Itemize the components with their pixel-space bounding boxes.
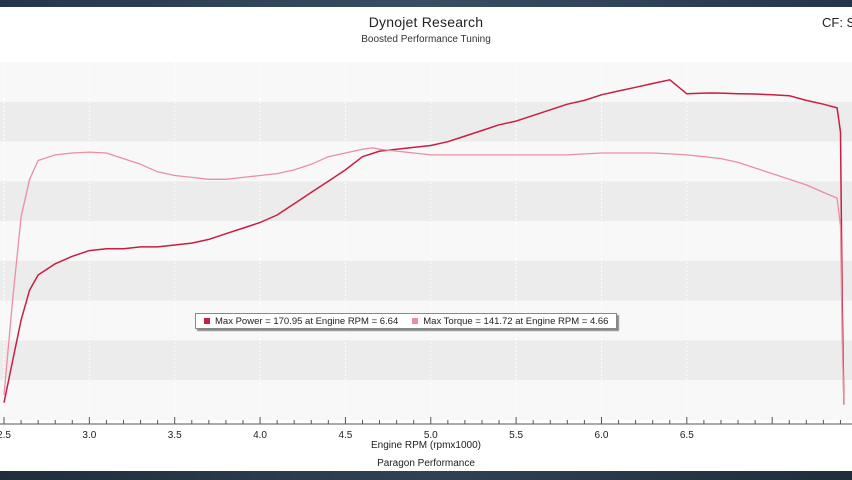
x-axis-label: Engine RPM (rpmx1000) <box>370 440 482 451</box>
x-tick-label: 3.0 <box>82 430 96 441</box>
torque-curve <box>3 147 845 405</box>
legend-swatch-power <box>204 318 210 324</box>
footer-text: Paragon Performance <box>377 458 475 469</box>
x-tick-label: 5.0 <box>424 430 438 441</box>
x-tick-label: 5.5 <box>509 430 523 441</box>
chart-subtitle: Boosted Performance Tuning <box>361 34 491 45</box>
x-tick-label: 4.5 <box>338 430 352 441</box>
plot-band <box>0 221 852 261</box>
legend-entry-torque: Max Torque = 141.72 at Engine RPM = 4.66 <box>412 316 608 327</box>
chart-legend[interactable]: Max Power = 170.95 at Engine RPM = 6.64 … <box>195 313 618 329</box>
plot-band <box>0 62 852 102</box>
x-tick-label: 3.5 <box>168 430 182 441</box>
bottom-edge-strip <box>0 471 852 480</box>
plot-background-bands <box>0 62 852 420</box>
plot-band <box>0 181 852 222</box>
x-axis: 2.5 3.0 3.5 4.0 4.5 5.0 5.5 6.0 6.5 <box>0 417 852 441</box>
plot-band <box>0 340 852 381</box>
series-lines <box>3 79 845 405</box>
legend-text-torque: Max Torque = 141.72 at Engine RPM = 4.66 <box>423 315 609 327</box>
plot-band <box>0 380 852 420</box>
top-edge-strip <box>0 0 852 7</box>
plot-band <box>0 141 852 182</box>
x-tick-label: 6.0 <box>595 430 609 441</box>
chart-title: Dynojet Research <box>368 14 484 30</box>
plot-band <box>0 260 852 301</box>
plot-band <box>0 101 852 142</box>
correction-factor-label: CF: S <box>822 15 852 30</box>
legend-swatch-torque <box>412 318 419 324</box>
x-tick-label: 6.5 <box>680 430 694 441</box>
legend-text-power: Max Power = 170.95 at Engine RPM = 6.64 <box>215 315 399 327</box>
x-tick-label: 4.0 <box>253 430 267 441</box>
x-tick-label: 2.5 <box>0 430 11 441</box>
power-curve <box>3 79 845 405</box>
legend-entry-power: Max Power = 170.95 at Engine RPM = 6.64 <box>204 316 398 327</box>
